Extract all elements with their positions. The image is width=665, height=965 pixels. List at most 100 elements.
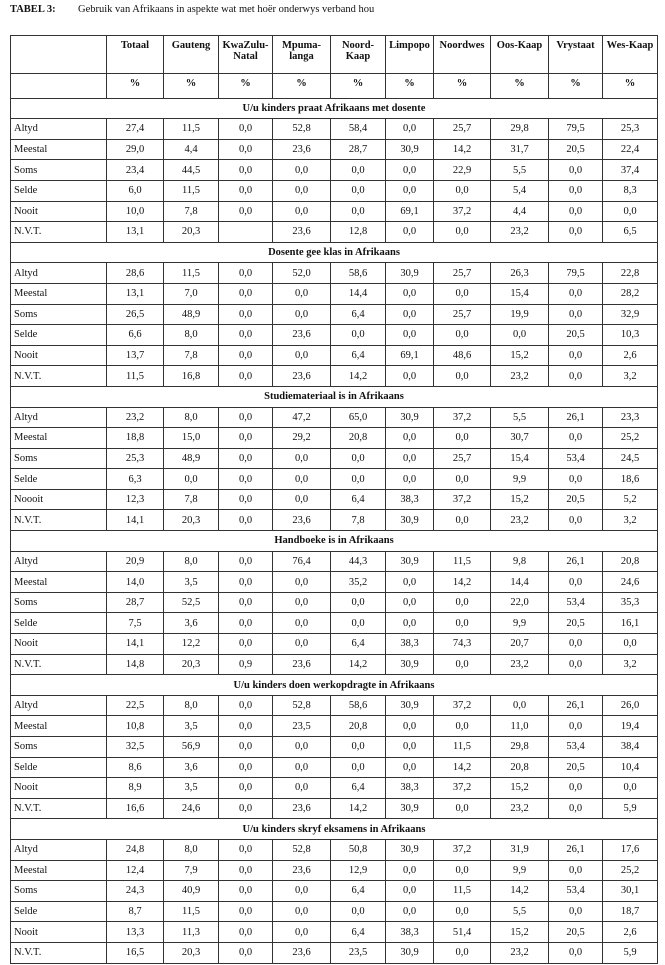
value-cell: 0,0 [218,838,273,861]
row-label: Selde [10,324,107,346]
value-cell: 0,0 [330,447,386,470]
section-row: Dosente gee klas in Afrikaans [10,241,658,264]
value-cell: 24,6 [163,797,219,820]
value-cell: 38,3 [385,921,434,943]
unit-header: % [272,73,331,99]
data-row: Selde 6,6 8,0 0,0 23,6 0,0 0,0 0,0 0,0 20,5 10,3 [10,324,658,346]
value-cell: 11,5 [433,880,491,902]
value-cell: 0,0 [548,653,603,676]
value-cell: 23,4 [106,159,164,181]
value-cell: 22,9 [433,159,491,181]
column-header: Noordwes [433,35,491,74]
value-cell: 23,5 [330,941,386,964]
value-cell: 14,1 [106,633,164,655]
data-row: N.V.T. 16,5 20,3 0,0 23,6 23,5 30,9 0,0 23,2 0,0 5… [10,941,658,964]
value-cell: 30,9 [385,138,434,161]
value-cell: 15,2 [490,488,549,511]
data-table: Totaal Gauteng KwaZulu-Natal Mpuma-langa Noo… [10,35,658,964]
section-row: Handboeke is in Afrikaans [10,530,658,552]
value-cell: 0,0 [433,324,491,346]
value-cell: 0,0 [548,797,603,820]
header-row: Totaal Gauteng KwaZulu-Natal Mpuma-langa Noo… [10,35,658,74]
value-cell: 47,2 [272,406,331,429]
table-body: U/u kinders praat Afrikaans met dosente A… [10,97,658,964]
value-cell: 31,9 [490,838,549,861]
value-cell: 0,0 [218,282,273,305]
value-cell: 0,0 [433,941,491,964]
value-cell: 25,7 [433,447,491,470]
value-cell: 30,9 [385,550,434,573]
value-cell: 35,3 [602,591,658,614]
value-cell: 38,3 [385,777,434,799]
value-cell: 0,0 [385,179,434,202]
value-cell: 0,0 [548,509,603,532]
value-cell: 23,2 [490,653,549,676]
value-cell: 0,0 [218,365,273,387]
value-cell: 16,5 [106,941,164,964]
value-cell: 52,8 [272,694,331,717]
value-cell: 19,9 [490,303,549,326]
data-row: Selde 6,3 0,0 0,0 0,0 0,0 0,0 0,0 9,9 0,0 18,6 [10,468,658,490]
value-cell: 23,2 [490,941,549,964]
value-cell: 0,0 [218,900,273,923]
value-cell: 27,4 [106,118,164,140]
column-header: Oos-Kaap [490,35,549,74]
data-row: Meestal 18,8 15,0 0,0 29,2 20,8 0,0 0,0 30,7 0,0 2… [10,427,658,449]
value-cell: 12,8 [330,221,386,243]
value-cell: 79,5 [548,262,603,284]
value-cell: 0,0 [385,756,434,779]
value-cell: 20,8 [602,550,658,573]
value-cell: 11,5 [163,118,219,140]
data-row: Nooit 10,0 7,8 0,0 0,0 0,0 69,1 37,2 4,4 0,0 0,0 [10,200,658,223]
value-cell: 0,0 [433,715,491,737]
row-label: Nooit [10,633,107,655]
value-cell: 3,6 [163,612,219,635]
value-cell: 48,9 [163,303,219,326]
corner-cell [10,35,107,74]
value-cell: 6,4 [330,921,386,943]
value-cell: 16,8 [163,365,219,387]
value-cell: 0,0 [272,900,331,923]
data-row: Meestal 10,8 3,5 0,0 23,5 20,8 0,0 0,0 11,0 0,0 19… [10,715,658,737]
value-cell: 0,0 [602,200,658,223]
value-cell: 0,0 [548,633,603,655]
value-cell: 0,0 [218,427,273,449]
value-cell: 0,0 [548,159,603,181]
section-heading: Handboeke is in Afrikaans [10,530,658,552]
value-cell: 23,2 [490,221,549,243]
value-cell: 3,5 [163,715,219,737]
value-cell: 26,0 [602,694,658,717]
value-cell: 0,0 [385,591,434,614]
value-cell: 17,6 [602,838,658,861]
value-cell: 15,2 [490,777,549,799]
value-cell: 0,0 [330,591,386,614]
value-cell: 20,3 [163,653,219,676]
value-cell: 26,3 [490,262,549,284]
value-cell: 13,1 [106,221,164,243]
value-cell: 9,9 [490,468,549,490]
value-cell: 0,0 [218,859,273,882]
value-cell: 7,8 [330,509,386,532]
value-cell: 19,4 [602,715,658,737]
value-cell: 0,0 [602,633,658,655]
value-cell: 0,0 [433,282,491,305]
value-cell: 0,0 [272,159,331,181]
column-header: Vrystaat [548,35,603,74]
data-row: Nooit 14,1 12,2 0,0 0,0 6,4 38,3 74,3 20,7 0,0 0,0 [10,633,658,655]
value-cell: 8,0 [163,406,219,429]
row-label: Altyd [10,262,107,284]
value-cell: 2,6 [602,921,658,943]
value-cell: 22,8 [602,262,658,284]
row-label: N.V.T. [10,509,107,532]
value-cell: 26,5 [106,303,164,326]
value-cell: 58,6 [330,694,386,717]
value-cell: 0,0 [385,571,434,593]
row-label: N.V.T. [10,941,107,964]
value-cell: 7,8 [163,488,219,511]
value-cell: 44,3 [330,550,386,573]
value-cell: 53,4 [548,736,603,758]
value-cell: 0,0 [330,736,386,758]
value-cell: 15,4 [490,282,549,305]
data-row: Selde 8,6 3,6 0,0 0,0 0,0 0,0 14,2 20,8 20,5 10,4 [10,756,658,779]
data-row: N.V.T. 11,5 16,8 0,0 23,6 14,2 0,0 0,0 23,2 0,0 3,… [10,365,658,387]
